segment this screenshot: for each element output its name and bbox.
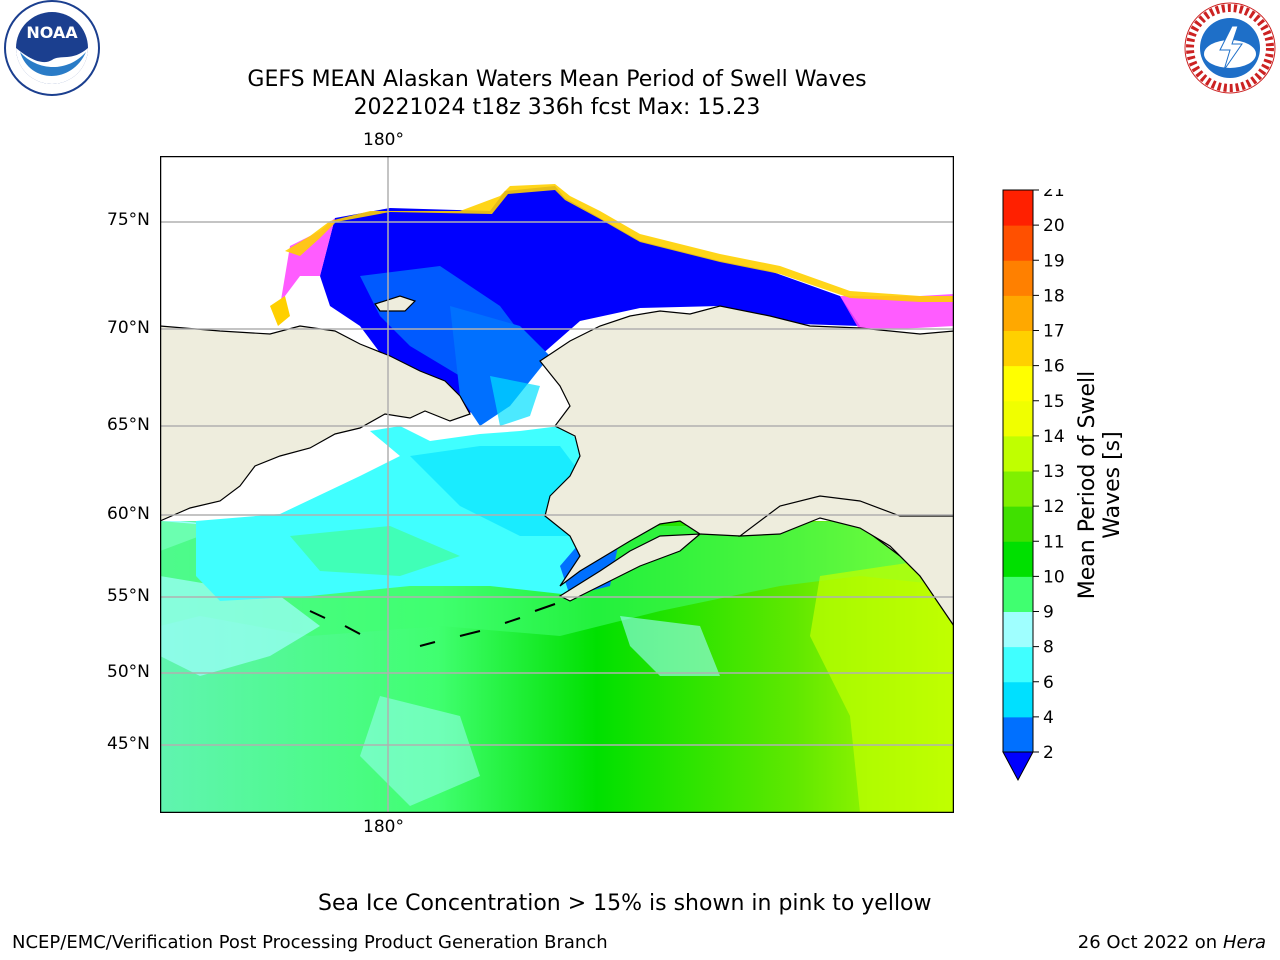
colorbar-tick-label: 15 (1043, 392, 1065, 412)
lat-label-75: 75°N (107, 210, 150, 230)
noaa-logo-text: NOAA (26, 23, 78, 42)
colorbar-tick-label: 6 (1043, 673, 1054, 693)
map-frame (159, 155, 955, 814)
colorbar-tick-label: 18 (1043, 286, 1065, 306)
ice-note: Sea Ice Concentration > 15% is shown in … (318, 891, 932, 916)
colorbar-swatch (1003, 435, 1033, 472)
colorbar-swatch (1003, 330, 1033, 367)
colorbar-swatch (1003, 365, 1033, 402)
noaa-logo: NOAA (2, 0, 102, 100)
colorbar-swatch (1003, 400, 1033, 437)
colorbar-tick-label: 11 (1043, 532, 1065, 552)
colorbar-ticks: 21 20 19 18 17 16 15 14 13 12 11 10 9 8 6 4 2 (1033, 189, 1065, 763)
colorbar-tick-label: 10 (1043, 567, 1065, 587)
lat-label-55: 55°N (107, 586, 150, 606)
colorbar-swatch (1003, 190, 1033, 226)
colorbar-swatches (1002, 190, 1034, 782)
colorbar-swatch (1003, 506, 1033, 542)
colorbar: 21 20 19 18 17 16 15 14 13 12 11 10 9 8 6 4 2 (1002, 189, 1065, 782)
colorbar-swatch (1003, 260, 1033, 296)
lat-label-70: 70°N (107, 318, 150, 338)
nws-logo (1180, 0, 1280, 100)
colorbar-label: Mean Period of Swell Waves [s] (1075, 370, 1125, 600)
colorbar-swatch (1003, 611, 1033, 648)
colorbar-swatch (1003, 716, 1033, 753)
colorbar-tick-label: 12 (1043, 497, 1065, 517)
footer-left: NCEP/EMC/Verification Post Processing Pr… (12, 932, 608, 953)
bottom-lon-label: 180° (363, 817, 404, 837)
lat-label-65: 65°N (107, 415, 150, 435)
colorbar-swatch (1003, 225, 1033, 261)
lat-label-45: 45°N (107, 734, 150, 754)
colorbar-tick-label: 8 (1043, 638, 1054, 658)
map-panel (159, 155, 955, 814)
footer-date-text: 26 Oct 2022 on (1077, 932, 1223, 953)
colorbar-tick-label: 4 (1043, 708, 1054, 728)
colorbar-extend-triangle (1002, 751, 1034, 782)
lat-label-50: 50°N (107, 662, 150, 682)
colorbar-swatch (1003, 541, 1033, 577)
colorbar-tick-label: 20 (1043, 216, 1065, 236)
siberia-land (160, 325, 471, 522)
colorbar-swatch (1003, 681, 1033, 718)
colorbar-swatch (1003, 295, 1033, 331)
chart-title-line2: 20221024 t18z 336h fcst Max: 15.23 (353, 95, 761, 120)
colorbar-tick-label: 16 (1043, 357, 1065, 377)
footer-machine: Hera (1222, 932, 1266, 953)
colorbar-tick-label: 9 (1043, 603, 1054, 623)
colorbar-tick-label: 21 (1043, 189, 1065, 201)
footer-date: 26 Oct 2022 on Hera (1078, 932, 1266, 953)
chart-title-line1: GEFS MEAN Alaskan Waters Mean Period of … (247, 67, 867, 92)
colorbar-tick-label: 13 (1043, 462, 1065, 482)
colorbar-tick-label: 17 (1043, 322, 1065, 342)
colorbar-swatch (1003, 646, 1033, 683)
colorbar-swatch (1003, 471, 1033, 507)
lat-label-60: 60°N (107, 504, 150, 524)
colorbar-tick-label: 14 (1043, 427, 1065, 447)
colorbar-tick-label: 2 (1043, 743, 1054, 763)
colorbar-swatch (1003, 576, 1033, 612)
graticule (160, 156, 954, 813)
top-lon-label: 180° (363, 130, 404, 150)
colorbar-tick-label: 19 (1043, 251, 1065, 271)
